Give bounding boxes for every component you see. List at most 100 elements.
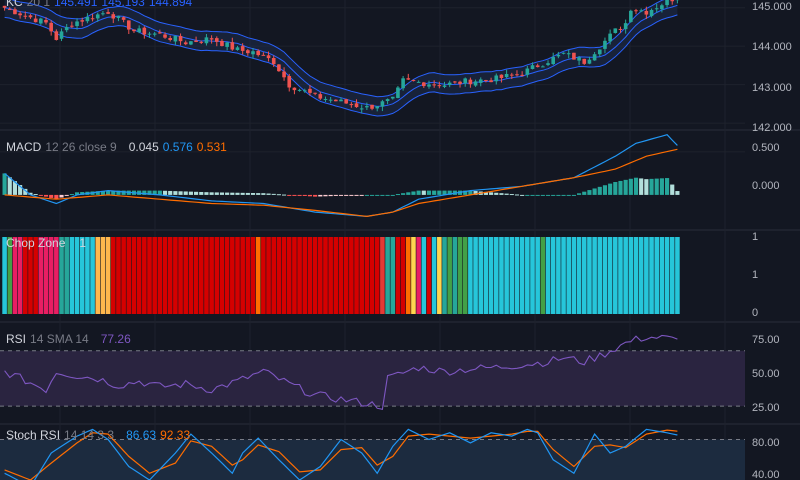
macd-signal-value: 0.531 <box>196 140 227 154</box>
chop-zone-column <box>535 237 540 314</box>
macd-histogram-bar <box>100 190 105 195</box>
chop-zone-column <box>250 237 256 314</box>
candle-body <box>328 99 333 101</box>
macd-histogram-bar <box>509 194 514 196</box>
candle-body <box>204 37 209 44</box>
kc-legend[interactable]: KC 20 1 145.491 145.193 144.894 <box>6 0 196 9</box>
candle-body <box>478 79 483 83</box>
macd-histogram-bar <box>670 184 675 195</box>
chop-zone-column <box>338 237 344 314</box>
chop-zone-name: Chop Zone <box>6 236 66 250</box>
macd-histogram-bar <box>375 194 380 196</box>
chop-zone-column <box>214 237 220 314</box>
macd-histogram-bar <box>675 191 680 195</box>
macd-histogram-bar <box>649 178 654 195</box>
macd-histogram-bar <box>597 186 602 195</box>
stoch-rsi-pane[interactable] <box>0 428 745 480</box>
price-pane[interactable] <box>0 0 745 124</box>
candle-body <box>396 87 400 98</box>
macd-histogram-bar <box>7 177 12 195</box>
candle-body <box>670 0 675 2</box>
chop-zone-column <box>618 237 623 314</box>
chop-zone-column <box>230 237 235 314</box>
rsi-pane[interactable] <box>0 334 745 410</box>
chop-zone-column <box>235 237 240 314</box>
macd-histogram-bar <box>369 194 375 196</box>
macd-histogram-bar <box>18 185 23 195</box>
chop-zone-column <box>307 237 313 314</box>
chop-zone-column <box>343 237 349 314</box>
chop-zone-column <box>452 237 458 314</box>
chop-zone-pane[interactable] <box>2 237 680 314</box>
macd-legend[interactable]: MACD 12 26 close 9 0.045 0.576 0.531 <box>6 140 231 154</box>
candle-body <box>297 89 302 91</box>
candle-body <box>318 94 323 99</box>
kc-lower-value: 144.894 <box>148 0 193 9</box>
macd-histogram-bar <box>333 194 338 196</box>
candle-body <box>302 90 307 92</box>
chop-zone-column <box>530 237 535 314</box>
chop-zone-column <box>509 237 515 314</box>
rsi-tick-label: 75.00 <box>752 334 780 346</box>
chop-zone-column <box>318 237 323 314</box>
candle-body <box>587 59 592 64</box>
macd-histogram-bar <box>230 192 235 195</box>
chop-zone-column <box>255 237 261 314</box>
macd-histogram-bar <box>525 194 530 196</box>
macd-histogram-bar <box>209 192 214 195</box>
candle-body <box>437 85 442 87</box>
chop-tick-label: 1 <box>752 269 758 281</box>
chop-zone-column <box>110 237 116 314</box>
chop-zone-column <box>33 237 38 314</box>
chop-zone-column <box>364 237 370 314</box>
chop-zone-column <box>126 237 132 314</box>
candle-body <box>365 106 369 108</box>
candle-body <box>261 54 266 56</box>
macd-histogram-bar <box>468 190 473 195</box>
candle-body <box>246 50 250 54</box>
candle-body <box>44 19 48 23</box>
chop-zone-column <box>587 237 592 314</box>
candle-body <box>132 29 136 32</box>
stoch-rsi-legend[interactable]: Stoch RSI 14 14 3 3 86.63 92.33 <box>6 428 194 442</box>
macd-histogram-bar <box>80 192 85 195</box>
macd-histogram-bar <box>390 194 395 196</box>
chop-zone-column <box>48 237 54 314</box>
chop-zone-column <box>204 237 209 314</box>
macd-histogram-bar <box>483 191 488 195</box>
chop-zone-column <box>664 237 670 314</box>
stoch-tick-label: 40.00 <box>752 469 780 480</box>
candle-body <box>344 99 348 104</box>
chop-zone-column <box>142 237 147 314</box>
candle-body <box>546 63 550 65</box>
chop-zone-column <box>416 237 421 314</box>
macd-histogram-bar <box>504 193 509 195</box>
macd-histogram-bar <box>43 194 49 197</box>
macd-histogram-bar <box>364 194 369 196</box>
chop-zone-column <box>556 237 561 314</box>
candle-body <box>458 81 462 84</box>
chop-zone-column <box>276 237 282 314</box>
candle-body <box>566 53 571 55</box>
macd-pane[interactable] <box>0 134 745 218</box>
macd-histogram-bar <box>587 190 592 195</box>
macd-histogram-bar <box>328 194 333 197</box>
candle-body <box>504 74 509 78</box>
chop-zone-column <box>90 237 95 314</box>
macd-histogram-bar <box>654 178 659 195</box>
macd-histogram-bar <box>157 190 162 195</box>
macd-histogram-bar <box>540 194 545 196</box>
chop-zone-column <box>178 237 183 314</box>
macd-histogram-bar <box>338 194 344 196</box>
stoch-tick-label: 80.00 <box>752 437 780 449</box>
chop-zone-column <box>488 237 494 314</box>
macd-histogram-bar <box>302 194 307 196</box>
chop-zone-column <box>297 237 302 314</box>
macd-histogram-bar <box>520 194 525 196</box>
chop-zone-column <box>519 237 525 314</box>
chop-zone-legend[interactable]: Chop Zone 1 <box>6 236 90 250</box>
candle-body <box>406 78 411 80</box>
candle-body <box>308 88 312 93</box>
rsi-legend[interactable]: RSI 14 SMA 14 77.26 <box>6 332 135 346</box>
